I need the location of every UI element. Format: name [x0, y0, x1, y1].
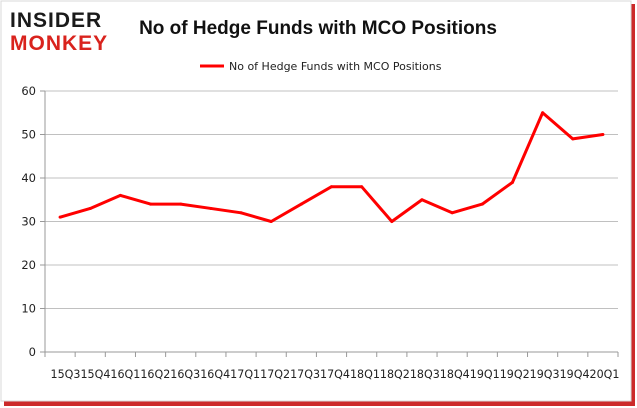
gridlines: [45, 90, 618, 309]
y-tick-label: 50: [21, 128, 36, 142]
data-point-16Q3: [179, 202, 183, 206]
series-layer: [58, 111, 605, 223]
data-point-17Q4: [330, 185, 333, 189]
legend-label: No of Hedge Funds with MCO Positions: [229, 60, 442, 73]
y-tick-label: 10: [21, 302, 36, 316]
data-point-16Q2: [149, 202, 153, 206]
y-tick-label: 60: [21, 84, 36, 98]
data-point-20Q1: [601, 133, 605, 136]
y-axis-ticks: 0 10 20 30 40 50 60: [21, 84, 45, 359]
data-point-17Q3: [299, 202, 303, 206]
data-point-17Q1: [239, 211, 243, 215]
data-point-19Q4: [571, 137, 575, 141]
y-tick-label: 40: [21, 171, 36, 185]
data-point-15Q3: [58, 215, 62, 219]
legend: No of Hedge Funds with MCO Positions: [200, 60, 442, 73]
logo-line-1: INSIDER: [10, 9, 102, 32]
data-point-18Q2: [390, 220, 394, 223]
data-point-16Q1: [118, 193, 122, 197]
data-point-19Q3: [541, 111, 545, 115]
data-point-18Q4: [450, 211, 454, 215]
data-point-15Q4: [88, 206, 92, 210]
logo-line-2: MONKEY: [10, 32, 108, 55]
y-tick-label: 0: [29, 345, 36, 359]
data-point-16Q4: [209, 206, 213, 210]
chart-title: No of Hedge Funds with MCO Positions: [139, 18, 497, 39]
data-point-17Q2: [269, 220, 273, 223]
data-point-18Q3: [420, 198, 424, 202]
y-tick-label: 20: [21, 258, 36, 272]
x-axis-tick-labels: 15Q315Q416Q116Q216Q316Q417Q117Q217Q317Q4…: [51, 368, 620, 381]
insider-monkey-logo: INSIDER MONKEY: [10, 9, 108, 55]
y-tick-label: 30: [21, 215, 36, 229]
data-point-18Q1: [360, 185, 364, 189]
data-point-19Q2: [510, 180, 514, 184]
data-point-19Q1: [480, 202, 484, 206]
